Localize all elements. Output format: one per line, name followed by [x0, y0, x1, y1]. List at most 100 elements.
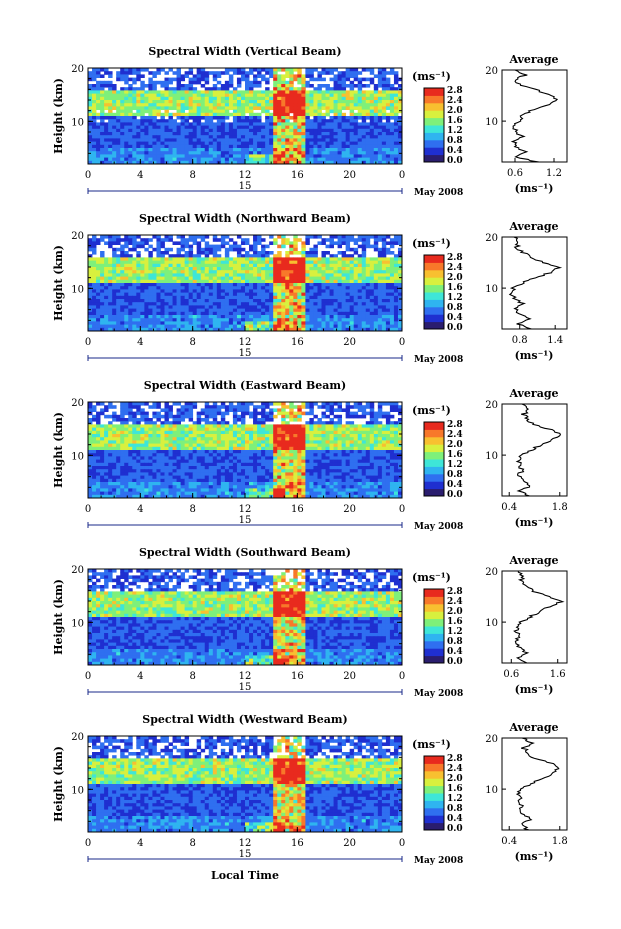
heatmap-cell	[249, 299, 254, 303]
heatmap-cell	[357, 151, 363, 155]
heatmap-cell	[224, 106, 230, 110]
heatmap-cell	[349, 286, 355, 290]
heatmap-cell	[136, 315, 141, 319]
y-tick-label: 20	[71, 64, 84, 75]
heatmap-cell	[301, 424, 306, 428]
heatmap-cell	[309, 254, 314, 258]
heatmap-cell	[293, 263, 298, 268]
heatmap-cell	[136, 289, 141, 293]
heatmap-cell	[156, 235, 161, 239]
heatmap-cell	[353, 327, 359, 332]
heatmap-cell	[369, 427, 375, 432]
heatmap-cell	[228, 247, 234, 252]
heatmap-cell	[261, 148, 266, 152]
heatmap-cell	[208, 247, 214, 252]
heatmap-cell	[397, 257, 403, 261]
heatmap-cell	[373, 299, 379, 303]
heatmap-cell	[200, 311, 206, 316]
heatmap-cell	[148, 125, 153, 130]
heatmap-cell	[289, 84, 294, 88]
heatmap-cell	[216, 260, 222, 265]
heatmap-cell	[269, 96, 274, 101]
heatmap-cell	[333, 402, 338, 406]
heatmap-cell	[116, 324, 121, 329]
heatmap-cell	[345, 321, 351, 325]
heatmap-cell	[200, 132, 206, 136]
heatmap-cell	[160, 93, 165, 98]
heatmap-cell	[156, 402, 161, 406]
heatmap-cell	[393, 308, 399, 313]
heatmap-cell	[156, 263, 161, 268]
heatmap-cell	[184, 318, 190, 322]
heatmap-cell	[104, 135, 109, 139]
heatmap-cell	[132, 148, 137, 152]
heatmap-cell	[281, 112, 286, 117]
heatmap-cell	[220, 160, 226, 165]
heatmap-cell	[325, 157, 330, 162]
heatmap-cell	[253, 132, 258, 136]
heatmap-cell	[188, 80, 194, 85]
heatmap-cell	[309, 138, 314, 142]
heatmap-cell	[96, 112, 101, 117]
heatmap-cell	[313, 112, 318, 117]
heatmap-cell	[245, 315, 250, 319]
heatmap-cell	[357, 138, 363, 142]
heatmap-cell	[172, 160, 177, 165]
heatmap-cell	[176, 106, 181, 110]
heatmap-cell	[124, 321, 129, 325]
heatmap-cell	[236, 122, 242, 126]
heatmap-cell	[88, 90, 93, 94]
heatmap-cell	[212, 157, 218, 162]
heatmap-cell	[176, 321, 181, 325]
heatmap-cell	[108, 135, 113, 139]
heatmap-cell	[245, 311, 250, 316]
heatmap-cell	[261, 311, 266, 316]
heatmap-cell	[305, 286, 310, 290]
heatmap-cell	[309, 276, 314, 281]
heatmap-cell	[341, 238, 347, 242]
heatmap-cell	[128, 414, 133, 419]
heatmap-cell	[381, 109, 387, 114]
heatmap-cell	[112, 125, 117, 130]
heatmap-cell	[393, 80, 399, 85]
heatmap-cell	[313, 254, 318, 258]
heatmap-cell	[148, 292, 153, 297]
heatmap-cell	[124, 430, 129, 435]
heatmap-cell	[108, 138, 113, 142]
heatmap-cell	[345, 100, 351, 104]
heatmap-cell	[148, 77, 153, 82]
heatmap-cell	[313, 109, 318, 114]
heatmap-cell	[365, 411, 371, 416]
heatmap-cell	[329, 427, 334, 432]
heatmap-cell	[192, 87, 198, 91]
heatmap-cell	[108, 112, 113, 117]
heatmap-cell	[261, 299, 266, 303]
heatmap-cell	[124, 96, 129, 101]
profile-line	[508, 236, 563, 330]
heatmap-cell	[285, 68, 290, 72]
heatmap-cell	[144, 241, 149, 245]
heatmap-cell	[313, 270, 318, 274]
heatmap-cell	[224, 299, 230, 303]
heatmap-cell	[104, 408, 109, 412]
heatmap-cell	[349, 247, 355, 252]
heatmap-cell	[397, 135, 403, 139]
heatmap-cell	[112, 276, 117, 281]
heatmap-cell	[240, 119, 246, 123]
heatmap-cell	[212, 311, 218, 316]
heatmap-cell	[381, 135, 387, 139]
heatmap-cell	[337, 122, 343, 126]
heatmap-cell	[361, 424, 367, 428]
heatmap-cell	[224, 141, 230, 146]
heatmap-cell	[357, 100, 363, 104]
heatmap-cell	[345, 270, 351, 274]
heatmap-cell	[100, 263, 105, 268]
heatmap-cell	[144, 260, 149, 265]
heatmap-cell	[389, 87, 395, 91]
heatmap-cell	[325, 405, 330, 409]
heatmap-cell	[148, 160, 153, 165]
heatmap-cell	[240, 257, 246, 261]
heatmap-cell	[273, 260, 278, 265]
heatmap-cell	[116, 308, 121, 313]
heatmap-cell	[321, 315, 326, 319]
